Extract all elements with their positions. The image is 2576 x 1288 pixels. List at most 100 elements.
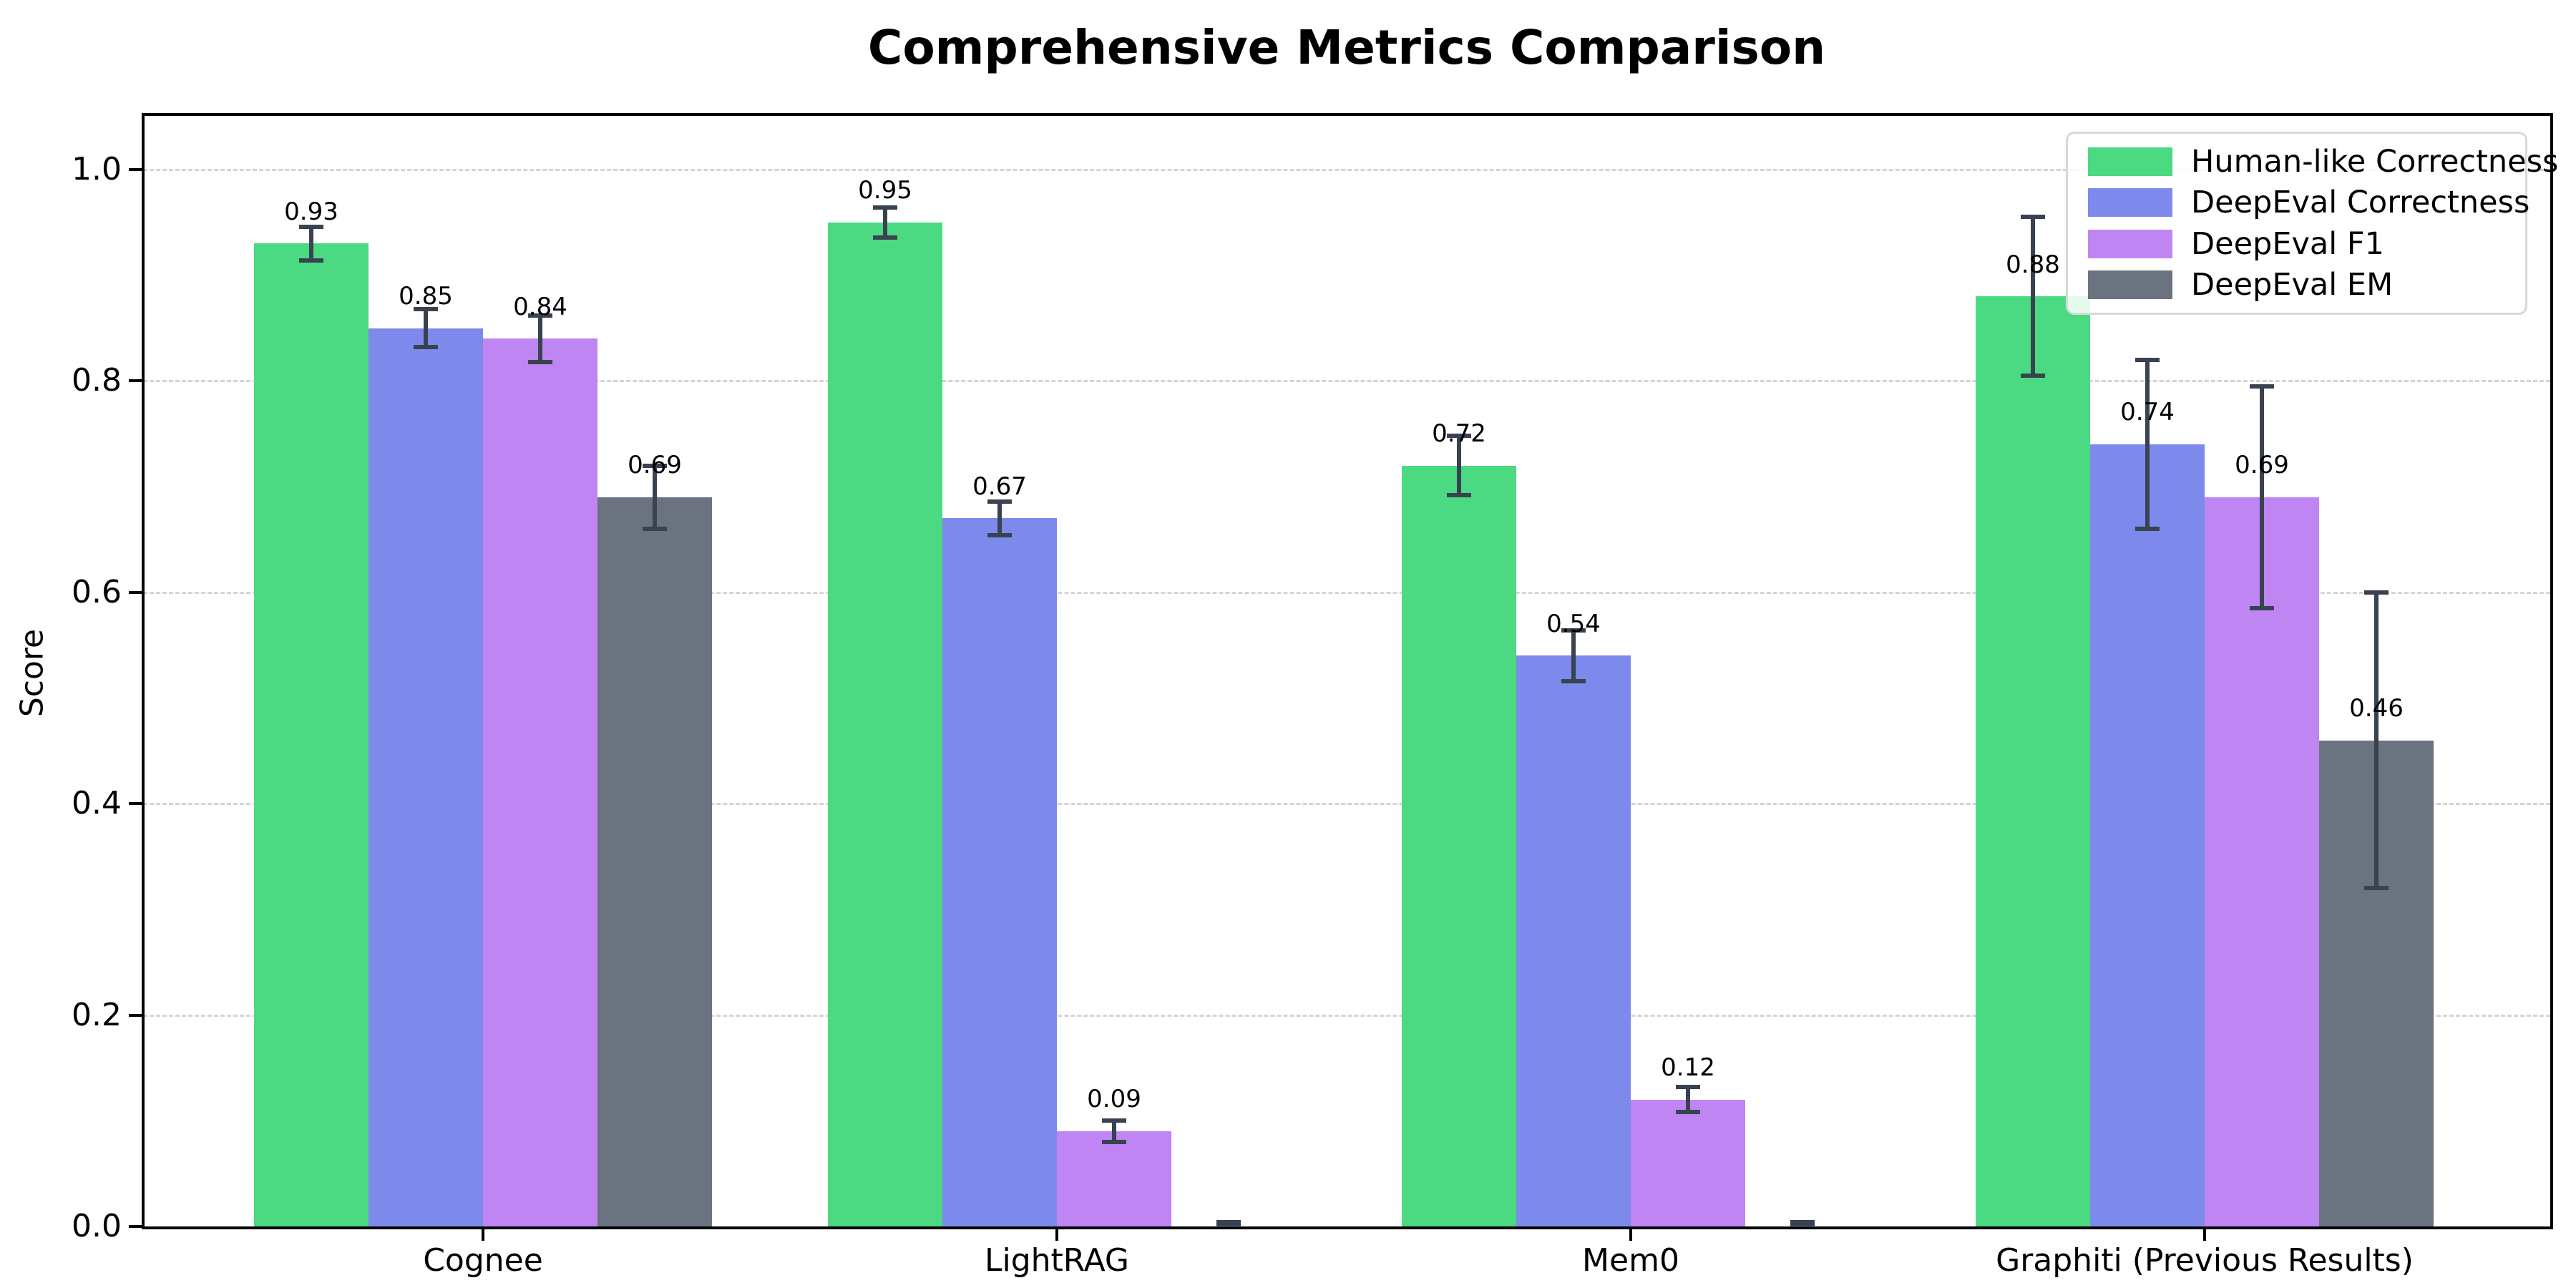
legend: Human-like Correctness DeepEval Correctne…	[2066, 132, 2558, 315]
error-bar-cap-top	[1447, 434, 1471, 439]
bar	[254, 243, 369, 1226]
y-tick-mark	[129, 168, 142, 171]
bar-value-label: 0.09	[1087, 1085, 1141, 1114]
bar-value-label: 0.84	[513, 292, 567, 321]
legend-item: DeepEval F1	[2088, 228, 2525, 260]
bar-value-label: 0.72	[1432, 419, 1486, 448]
error-bar-cap-top	[987, 499, 1012, 504]
bar	[369, 328, 483, 1226]
error-bar-cap-bottom	[643, 527, 667, 532]
gridline	[143, 169, 2550, 171]
y-tick-label: 0.2	[72, 996, 122, 1033]
error-bar-cap-bottom	[1790, 1223, 1815, 1227]
error-bar-line	[653, 465, 657, 530]
error-bar-line	[1686, 1087, 1690, 1113]
error-bar-cap-top	[2021, 215, 2045, 220]
error-bar-line	[997, 501, 1002, 536]
y-tick-mark	[129, 379, 142, 383]
legend-swatch	[2088, 188, 2172, 218]
error-bar-line	[424, 308, 428, 348]
error-bar-cap-top	[1790, 1220, 1815, 1225]
legend-label: DeepEval F1	[2191, 225, 2384, 262]
error-bar-line	[1457, 436, 1461, 495]
error-bar-line	[538, 315, 542, 362]
bar	[1516, 655, 1631, 1226]
error-bar-cap-top	[414, 306, 438, 311]
legend-item: DeepEval EM	[2088, 268, 2525, 301]
bar	[483, 338, 597, 1226]
x-tick-label: LightRAG	[984, 1242, 1130, 1279]
error-bar-cap-bottom	[1561, 678, 1586, 683]
y-tick-label: 0.0	[72, 1208, 122, 1244]
bar	[1631, 1099, 1745, 1226]
error-bar-cap-bottom	[1447, 492, 1471, 497]
error-bar-cap-top	[1216, 1220, 1241, 1225]
gridline	[143, 591, 2550, 594]
error-bar-cap-bottom	[1676, 1110, 1700, 1115]
legend-item: DeepEval Correctness	[2088, 186, 2529, 219]
bar-value-label: 0.69	[628, 451, 682, 480]
legend-label: DeepEval EM	[2191, 267, 2394, 303]
error-bar-cap-top	[643, 463, 667, 468]
bar-value-label: 0.46	[2349, 693, 2404, 723]
legend-label: DeepEval Correctness	[2191, 185, 2530, 221]
bar-value-label: 0.93	[284, 197, 338, 226]
x-tick-mark	[2203, 1229, 2206, 1241]
error-bar-cap-bottom	[1102, 1139, 1126, 1144]
y-tick-label: 1.0	[72, 151, 122, 187]
bar	[1976, 296, 2090, 1226]
error-bar-line	[2031, 217, 2035, 376]
error-bar-line	[883, 208, 887, 238]
error-bar-cap-bottom	[2250, 605, 2274, 610]
bar-value-label: 0.12	[1661, 1053, 1715, 1083]
y-axis-label: Score	[14, 628, 51, 718]
x-tick-label: Mem0	[1582, 1242, 1679, 1279]
bar-value-label: 0.67	[972, 472, 1027, 501]
error-bar-cap-bottom	[987, 533, 1012, 538]
error-bar-cap-top	[2250, 384, 2274, 389]
bar	[597, 497, 712, 1226]
bar-value-label: 0.74	[2120, 398, 2175, 427]
error-bar-cap-bottom	[414, 345, 438, 350]
plot-spines	[142, 113, 2553, 1229]
gridline	[143, 1014, 2550, 1017]
legend-swatch	[2088, 147, 2172, 176]
x-tick-mark	[1055, 1229, 1058, 1241]
legend-swatch	[2088, 229, 2172, 258]
bar	[2090, 444, 2205, 1226]
error-bar-line	[1571, 630, 1576, 681]
x-tick-mark	[1629, 1229, 1632, 1241]
gridline	[143, 380, 2550, 383]
error-bar-cap-bottom	[299, 258, 323, 263]
bar-value-label: 0.69	[2235, 451, 2289, 480]
bar	[1057, 1131, 1171, 1226]
error-bar-cap-bottom	[2364, 886, 2389, 891]
error-bar-line	[2145, 359, 2150, 530]
bar	[2205, 497, 2319, 1226]
bar-value-label: 0.85	[399, 281, 453, 311]
y-tick-mark	[129, 590, 142, 594]
y-tick-mark	[129, 802, 142, 806]
x-tick-label: Cognee	[423, 1242, 543, 1279]
y-tick-mark	[129, 1013, 142, 1017]
error-bar-cap-bottom	[528, 359, 552, 364]
y-tick-mark	[129, 1225, 142, 1228]
chart-title: Comprehensive Metrics Comparison	[867, 20, 1826, 75]
x-tick-label: Graphiti (Previous Results)	[1996, 1242, 2414, 1279]
error-bar-cap-top	[873, 205, 897, 210]
y-tick-label: 0.6	[72, 573, 122, 610]
bar-value-label: 0.54	[1546, 609, 1601, 638]
legend-swatch	[2088, 270, 2172, 300]
error-bar-cap-top	[2135, 357, 2160, 362]
error-bar-line	[2374, 592, 2379, 889]
legend-item: Human-like Correctness	[2088, 145, 2558, 178]
error-bar-cap-bottom	[2135, 527, 2160, 532]
y-tick-label: 0.8	[72, 362, 122, 399]
legend-label: Human-like Correctness	[2191, 143, 2559, 180]
x-tick-mark	[482, 1229, 484, 1241]
error-bar-cap-top	[299, 224, 323, 229]
bar	[942, 518, 1057, 1226]
error-bar-line	[2260, 386, 2264, 608]
error-bar-cap-top	[1676, 1085, 1700, 1090]
